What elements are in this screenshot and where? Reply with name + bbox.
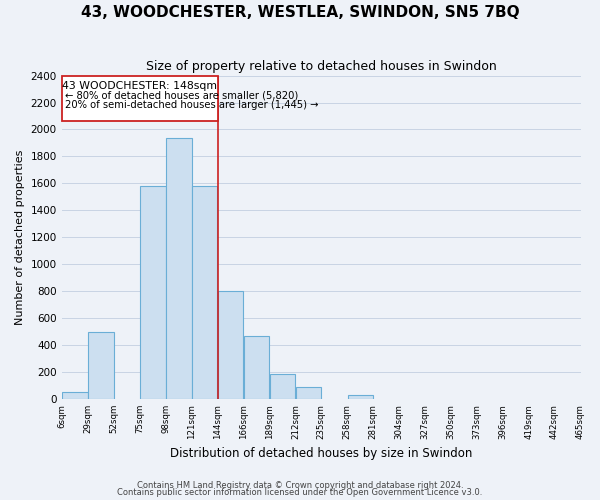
Bar	[192, 186, 217, 399]
Bar	[166, 138, 191, 399]
Bar	[347, 395, 373, 399]
Text: 20% of semi-detached houses are larger (1,445) →: 20% of semi-detached houses are larger (…	[65, 100, 319, 110]
Text: Contains public sector information licensed under the Open Government Licence v3: Contains public sector information licen…	[118, 488, 482, 497]
Bar	[88, 332, 114, 399]
Text: 43 WOODCHESTER: 148sqm: 43 WOODCHESTER: 148sqm	[62, 81, 217, 91]
Text: 43, WOODCHESTER, WESTLEA, SWINDON, SN5 7BQ: 43, WOODCHESTER, WESTLEA, SWINDON, SN5 7…	[80, 5, 520, 20]
Text: Contains HM Land Registry data © Crown copyright and database right 2024.: Contains HM Land Registry data © Crown c…	[137, 480, 463, 490]
Title: Size of property relative to detached houses in Swindon: Size of property relative to detached ho…	[146, 60, 497, 73]
Bar	[270, 374, 295, 399]
FancyBboxPatch shape	[62, 76, 218, 122]
Bar	[244, 336, 269, 399]
X-axis label: Distribution of detached houses by size in Swindon: Distribution of detached houses by size …	[170, 447, 473, 460]
Bar	[218, 291, 244, 399]
Bar	[140, 186, 166, 399]
Text: ← 80% of detached houses are smaller (5,820): ← 80% of detached houses are smaller (5,…	[65, 90, 298, 101]
Bar	[62, 392, 88, 399]
Bar	[296, 387, 321, 399]
Y-axis label: Number of detached properties: Number of detached properties	[15, 150, 25, 325]
